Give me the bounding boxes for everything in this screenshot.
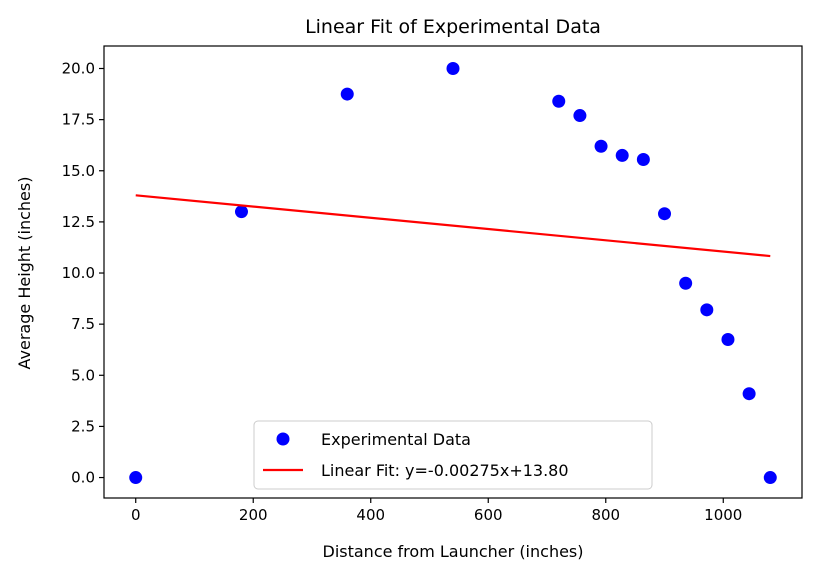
data-point bbox=[742, 387, 756, 401]
data-point bbox=[636, 153, 650, 167]
data-point bbox=[700, 303, 714, 317]
data-point bbox=[234, 205, 248, 219]
y-tick-label: 5.0 bbox=[71, 366, 95, 384]
y-tick-label: 12.5 bbox=[62, 213, 95, 231]
data-point bbox=[763, 471, 777, 485]
legend: Experimental Data Linear Fit: y=-0.00275x… bbox=[253, 420, 653, 490]
y-tick-label: 15.0 bbox=[62, 162, 95, 180]
plot-frame bbox=[103, 45, 803, 499]
y-tick-label: 10.0 bbox=[62, 264, 95, 282]
y-tick-label: 17.5 bbox=[62, 111, 95, 129]
x-tick-label: 200 bbox=[239, 506, 268, 524]
x-tick-label: 0 bbox=[131, 506, 141, 524]
data-point bbox=[340, 87, 354, 101]
data-point bbox=[446, 61, 460, 75]
chart-title: Linear Fit of Experimental Data bbox=[305, 16, 601, 38]
data-point bbox=[658, 207, 672, 221]
legend-label: Linear Fit: y=-0.00275x+13.80 bbox=[321, 461, 569, 480]
y-tick-label: 2.5 bbox=[71, 417, 95, 435]
legend-box bbox=[253, 420, 653, 490]
legend-label: Experimental Data bbox=[321, 430, 471, 449]
data-point bbox=[552, 94, 566, 108]
data-point bbox=[721, 332, 735, 346]
data-point bbox=[615, 148, 629, 162]
x-tick-label: 400 bbox=[356, 506, 385, 524]
data-point bbox=[573, 109, 587, 123]
y-tick-label: 20.0 bbox=[62, 59, 95, 77]
data-point bbox=[679, 276, 693, 290]
y-axis-label: Average Height (inches) bbox=[15, 177, 34, 370]
data-point bbox=[594, 139, 608, 153]
fit-line bbox=[135, 194, 771, 258]
x-axis-label: Distance from Launcher (inches) bbox=[323, 542, 584, 561]
data-point bbox=[129, 471, 143, 485]
x-tick-label: 1000 bbox=[704, 506, 742, 524]
x-tick-label: 800 bbox=[591, 506, 620, 524]
x-tick-label: 600 bbox=[474, 506, 503, 524]
y-tick-label: 0.0 bbox=[71, 469, 95, 487]
legend-marker-swatch bbox=[276, 432, 290, 446]
y-tick-label: 7.5 bbox=[71, 315, 95, 333]
plot-area: 0 200 400 600 800 1000 0.0 2.5 5.0 7.5 10.0 12.5 15.… bbox=[62, 45, 803, 524]
